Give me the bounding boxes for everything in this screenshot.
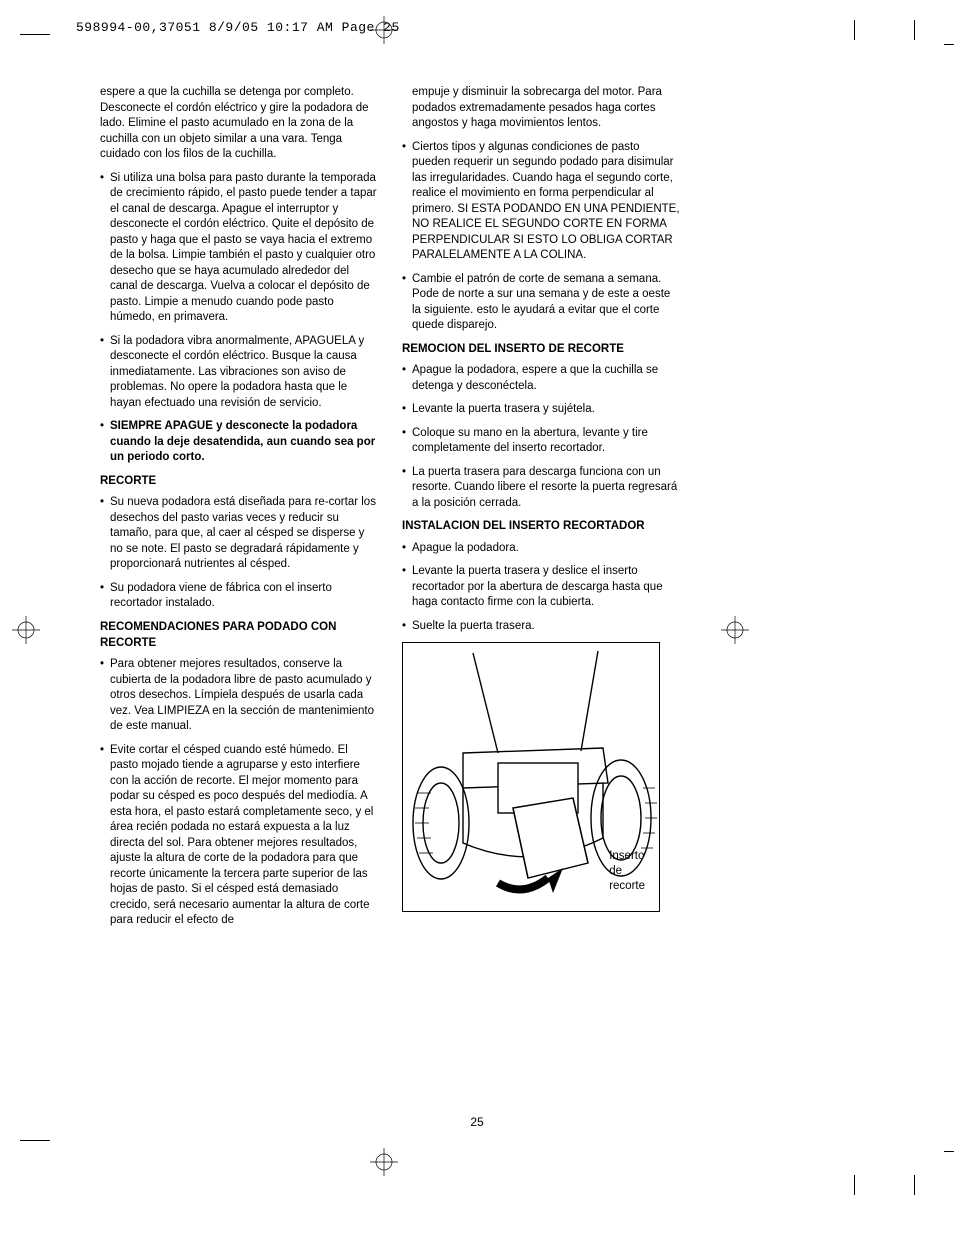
registration-mark-icon <box>370 1148 398 1176</box>
registration-mark-icon <box>721 616 749 644</box>
paragraph: empuje y disminuir la sobrecarga del mot… <box>402 85 680 132</box>
print-header: 598994-00,37051 8/9/05 10:17 AM Page 25 <box>76 20 400 35</box>
list-item: •Levante la puerta trasera y deslice el … <box>402 564 680 611</box>
list-item: •Ciertos tipos y algunas condiciones de … <box>402 140 680 264</box>
section-heading: INSTALACION DEL INSERTO RECORTADOR <box>402 519 680 535</box>
registration-mark-icon <box>370 16 398 44</box>
list-item: •Evite cortar el césped cuando esté húme… <box>100 743 378 929</box>
page-body: espere a que la cuchilla se detenga por … <box>100 85 680 937</box>
list-item: •Levante la puerta trasera y sujétela. <box>402 402 680 418</box>
right-column: empuje y disminuir la sobrecarga del mot… <box>402 85 680 937</box>
section-heading: RECOMENDACIONES PARA PODADO CON RECORTE <box>100 620 378 651</box>
mower-illustration: Insertoderecorte <box>402 642 660 912</box>
list-item: •Apague la podadora. <box>402 541 680 557</box>
section-heading: RECORTE <box>100 474 378 490</box>
list-item: •La puerta trasera para descarga funcion… <box>402 465 680 512</box>
list-item: •Su podadora viene de fábrica con el ins… <box>100 581 378 612</box>
list-item: •Para obtener mejores resultados, conser… <box>100 657 378 735</box>
list-item: •Apague la podadora, espere a que la cuc… <box>402 363 680 394</box>
list-item: •Cambie el patrón de corte de semana a s… <box>402 272 680 334</box>
list-item: •Coloque su mano en la abertura, levante… <box>402 426 680 457</box>
list-item: •Su nueva podadora está diseñada para re… <box>100 495 378 573</box>
figure-caption: Insertoderecorte <box>609 849 645 894</box>
section-heading: REMOCION DEL INSERTO DE RECORTE <box>402 342 680 358</box>
page-number: 25 <box>0 1115 954 1129</box>
list-item: •Si utiliza una bolsa para pasto durante… <box>100 171 378 326</box>
list-item: •SIEMPRE APAGUE y desconecte la podadora… <box>100 419 378 466</box>
registration-mark-icon <box>12 616 40 644</box>
list-item: •Suelte la puerta trasera. <box>402 619 680 635</box>
paragraph: espere a que la cuchilla se detenga por … <box>100 85 378 163</box>
list-item: •Si la podadora vibra anormalmente, APAG… <box>100 334 378 412</box>
left-column: espere a que la cuchilla se detenga por … <box>100 85 378 937</box>
